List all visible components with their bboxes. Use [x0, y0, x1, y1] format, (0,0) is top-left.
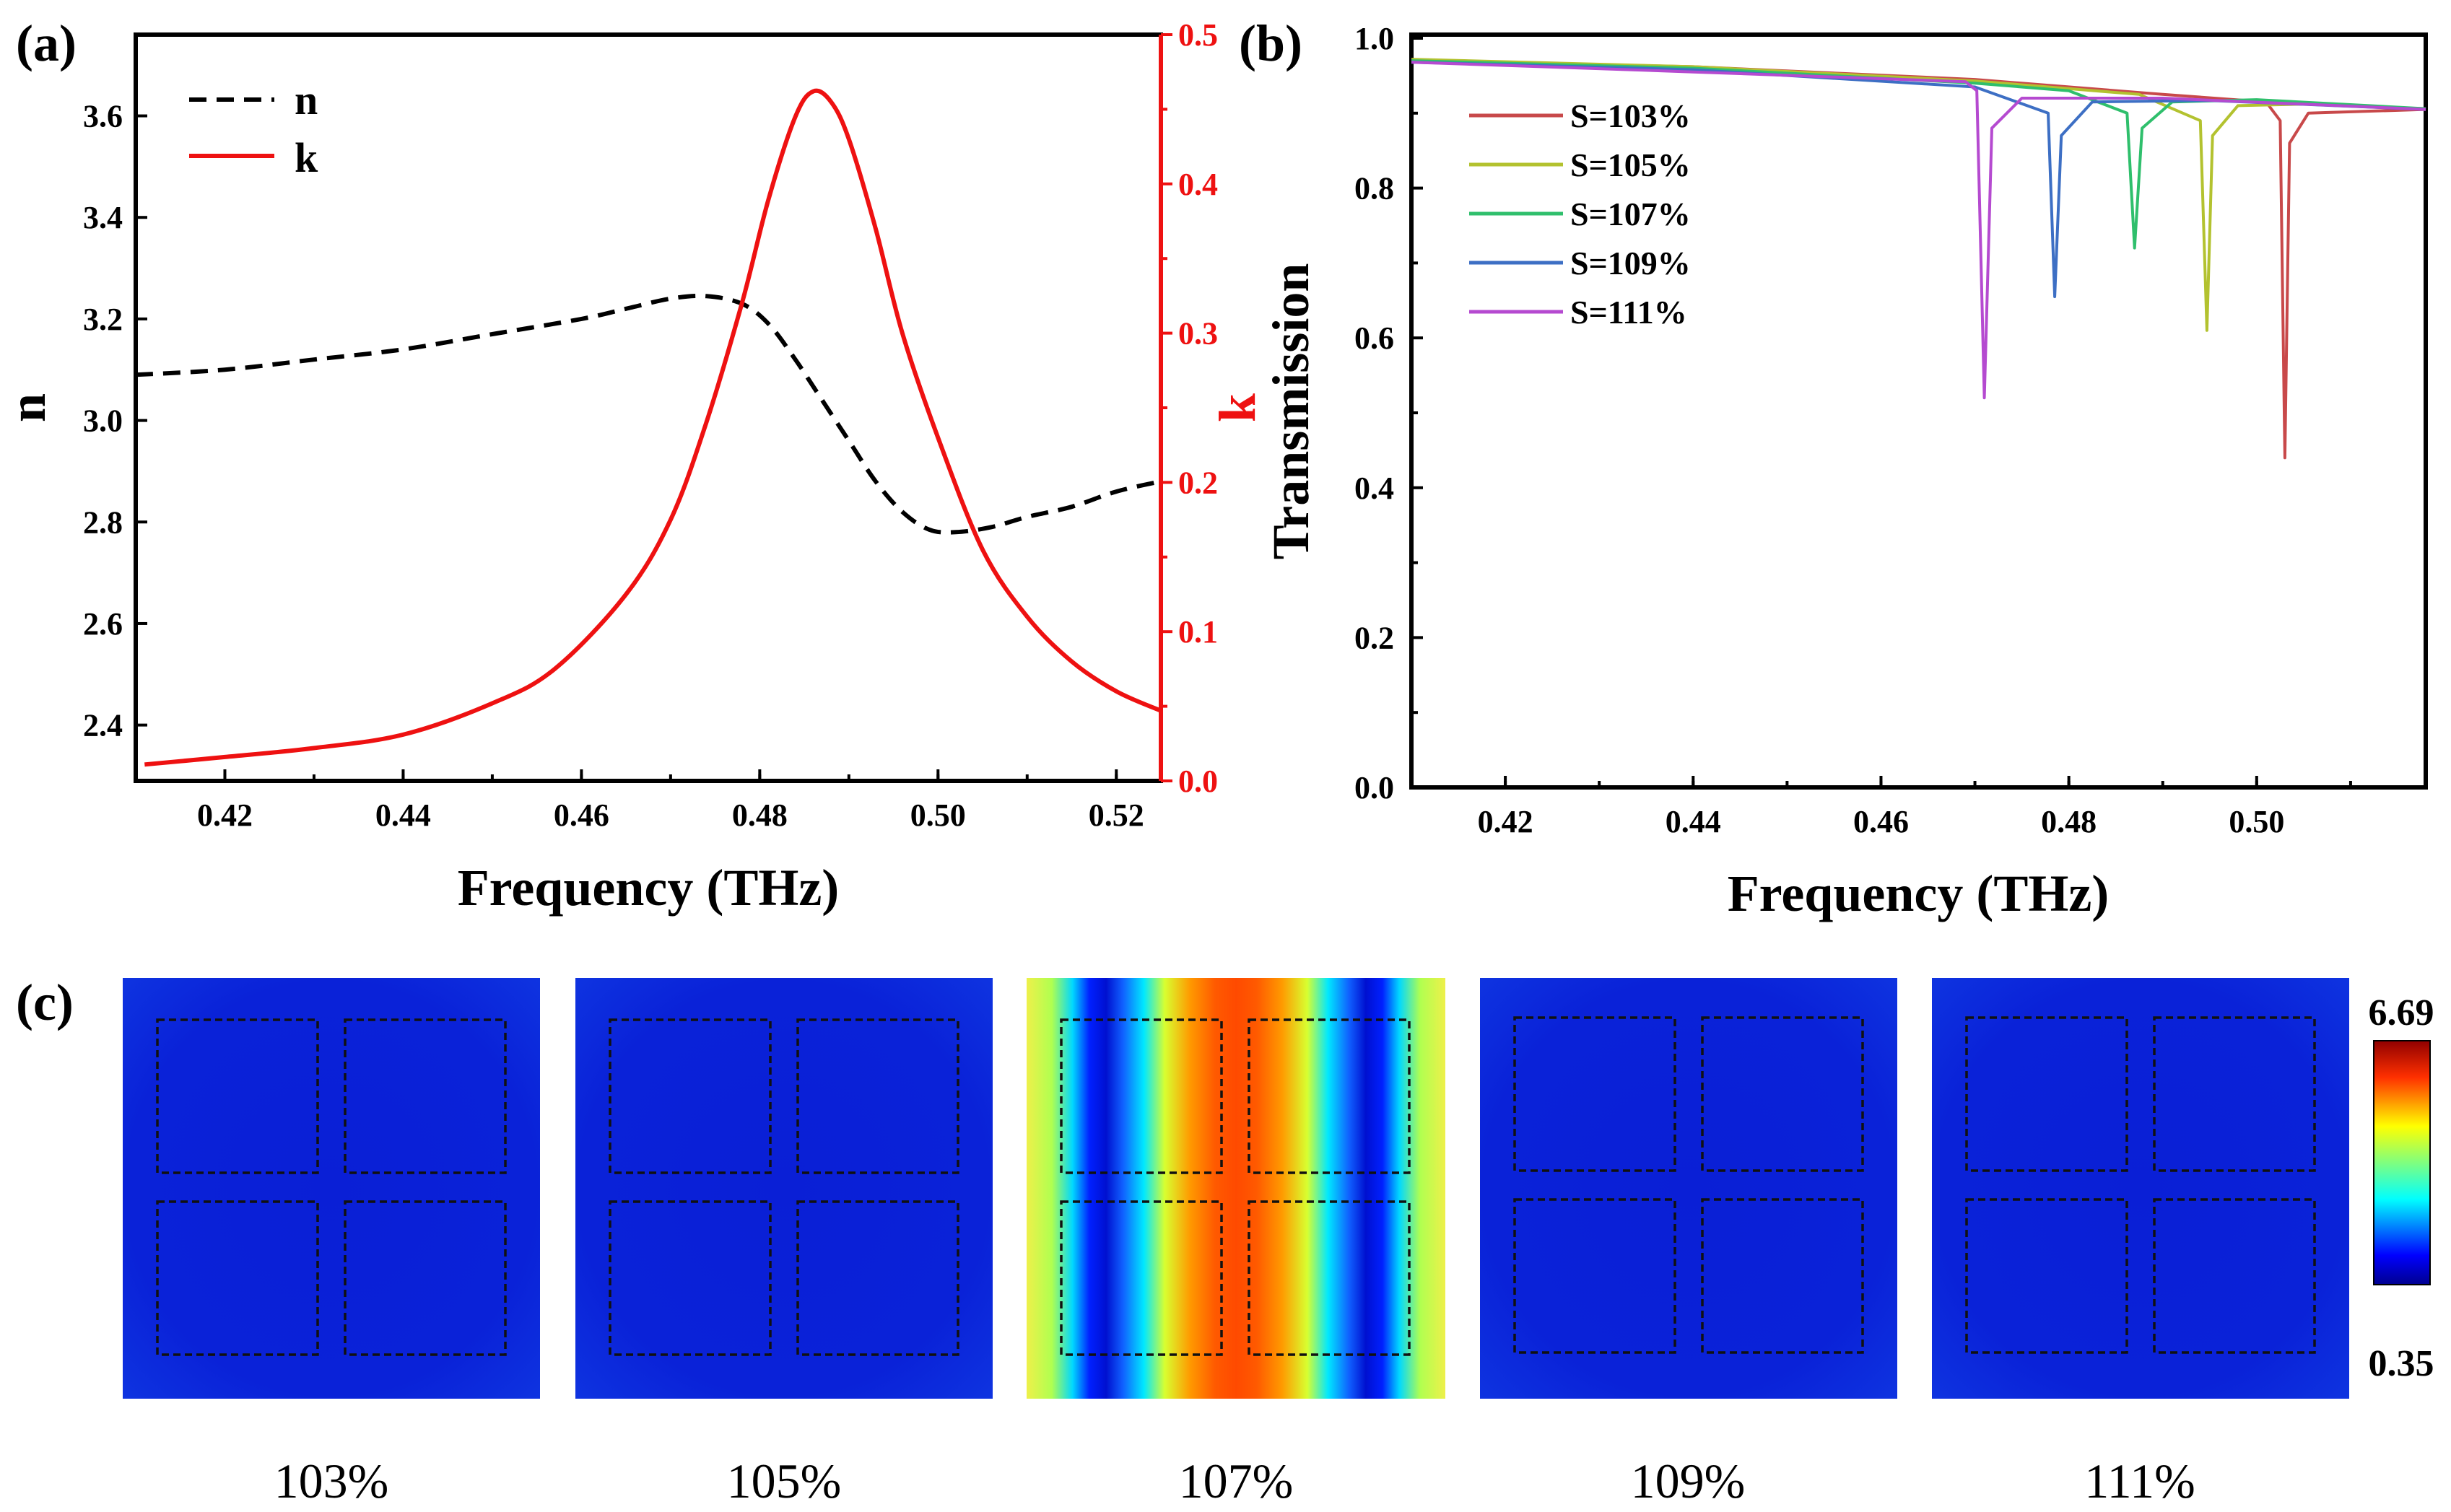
x-tick-label: 0.46: [1853, 804, 1909, 839]
legend-label-s107: S=107%: [1570, 196, 1691, 232]
y-tick-label: 1.0: [1354, 21, 1394, 56]
panel-a-frame: [134, 32, 1163, 783]
field-map-103: 103%: [123, 978, 540, 1508]
field-map-image: [123, 978, 540, 1399]
panel-a-y-tick-labels-left: 2.4 2.6 2.8 3.0 3.2 3.4 3.6: [83, 99, 123, 743]
y-tick-label: 0.0: [1354, 770, 1394, 805]
x-tick-label: 0.42: [1478, 804, 1533, 839]
y-tick-label: 0.6: [1354, 320, 1394, 356]
resonator-outlines: [156, 1018, 507, 1356]
panel-c-field-maps: (c) 103% 105%: [16, 974, 2434, 1508]
field-map-105: 105%: [575, 978, 993, 1508]
legend-label-s111: S=111%: [1570, 294, 1687, 331]
field-map-image: [1932, 978, 2349, 1399]
y-right-tick-label: 0.2: [1178, 465, 1218, 500]
panel-label-c: (c): [16, 974, 74, 1031]
panel-a-chart: 0.42 0.44 0.46 0.48 0.50 0.52 2.4 2.6 2.…: [0, 14, 1266, 917]
y-tick-label: 0.2: [1354, 620, 1394, 655]
panel-a-ticks: [136, 33, 1172, 782]
y-right-tick-label: 0.5: [1178, 17, 1218, 53]
y-right-tick-label: 0.1: [1178, 614, 1218, 650]
field-map-caption: 107%: [1179, 1454, 1294, 1508]
series-line-s105: [1411, 58, 2426, 332]
y-tick-label: 2.6: [83, 606, 123, 642]
field-map-caption: 105%: [727, 1454, 842, 1508]
field-map-image: [1480, 978, 1897, 1399]
legend-label-n: n: [295, 77, 318, 123]
field-map-caption: 111%: [2084, 1454, 2195, 1508]
x-tick-label: 0.44: [375, 797, 431, 833]
y-tick-label: 3.0: [83, 403, 123, 439]
y-tick-label: 2.4: [83, 708, 123, 743]
panel-label-a: (a): [16, 14, 77, 72]
series-line-s103: [1411, 59, 2426, 460]
panel-b-chart: 0.42 0.44 0.46 0.48 0.50 0.0 0.2 0.4 0.6…: [1239, 14, 2428, 922]
panel-label-b: (b): [1239, 14, 1302, 72]
field-map-caption: 103%: [274, 1454, 389, 1508]
colorbar: 6.69 0.35: [2369, 992, 2434, 1384]
resonator-outlines: [1060, 1018, 1411, 1356]
panel-b-y-tick-labels: 0.0 0.2 0.4 0.6 0.8 1.0: [1354, 21, 1394, 805]
panel-a-y-tick-labels-right: 0.0 0.1 0.2 0.3 0.4 0.5: [1178, 17, 1218, 799]
field-map-111: 111%: [1932, 978, 2349, 1508]
colorbar-max-label: 6.69: [2369, 992, 2434, 1034]
y-axis-title-left: n: [0, 393, 56, 422]
x-tick-label: 0.44: [1666, 804, 1721, 839]
y-tick-label: 0.4: [1354, 471, 1394, 506]
y-tick-label: 0.8: [1354, 171, 1394, 206]
legend-label-k: k: [295, 134, 318, 181]
legend-label-s105: S=105%: [1570, 147, 1691, 183]
x-axis-title: Frequency (THz): [1728, 865, 2110, 922]
y-tick-label: 2.8: [83, 504, 123, 540]
series-line-n: [135, 293, 1162, 535]
x-tick-label: 0.48: [2041, 804, 2097, 839]
field-map-107: 107%: [1027, 978, 1445, 1508]
resonator-outlines: [609, 1018, 959, 1356]
y-tick-label: 3.4: [83, 200, 123, 235]
field-map-image: [1027, 978, 1445, 1399]
y-axis-title: Transmission: [1262, 263, 1320, 560]
x-axis-title: Frequency (THz): [458, 859, 840, 917]
legend-label-s103: S=103%: [1570, 97, 1691, 134]
y-right-tick-label: 0.4: [1178, 167, 1218, 202]
colorbar-min-label: 0.35: [2369, 1343, 2434, 1384]
panel-b-frame: [1409, 32, 2428, 790]
field-map-caption: 109%: [1631, 1454, 1746, 1508]
y-right-tick-label: 0.0: [1178, 764, 1218, 799]
series-line-s111: [1411, 61, 2426, 400]
series-line-s109: [1411, 61, 2426, 299]
y-axis-title-right: k: [1209, 393, 1266, 422]
x-tick-label: 0.42: [197, 797, 253, 833]
x-tick-label: 0.50: [910, 797, 966, 833]
y-right-tick-label: 0.3: [1178, 316, 1218, 351]
field-map-image: [575, 978, 993, 1399]
panel-a-x-tick-labels: 0.42 0.44 0.46 0.48 0.50 0.52: [197, 797, 1144, 833]
resonator-outlines: [1513, 1016, 1864, 1354]
panel-b-x-tick-labels: 0.42 0.44 0.46 0.48 0.50: [1478, 804, 2285, 839]
series-line-k: [144, 88, 1162, 767]
legend-label-s109: S=109%: [1570, 245, 1691, 281]
panel-b-ticks: [1410, 37, 2352, 789]
series-line-s107: [1411, 59, 2426, 250]
colorbar-gradient: [2373, 1040, 2431, 1285]
field-map-109: 109%: [1480, 978, 1897, 1508]
x-tick-label: 0.52: [1089, 797, 1144, 833]
y-tick-label: 3.6: [83, 99, 123, 134]
y-tick-label: 3.2: [83, 302, 123, 337]
x-tick-label: 0.46: [554, 797, 609, 833]
resonator-outlines: [1965, 1016, 2316, 1354]
panel-b-legend: S=103% S=105% S=107% S=109% S=111%: [1469, 97, 1691, 331]
x-tick-label: 0.50: [2229, 804, 2284, 839]
x-tick-label: 0.48: [732, 797, 788, 833]
